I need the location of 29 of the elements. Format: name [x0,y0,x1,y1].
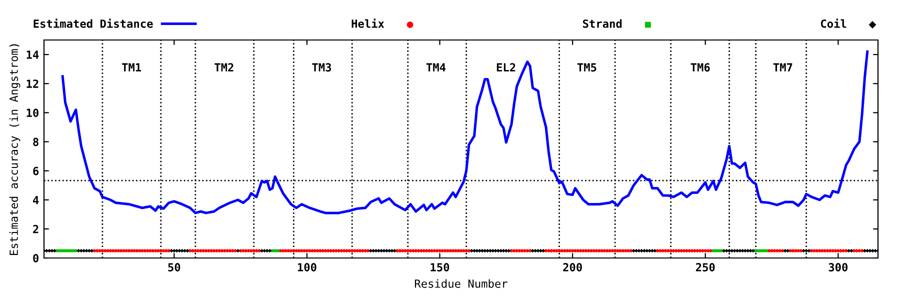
legend-label: Estimated Distance [34,18,153,28]
x-tick-label: 300 [828,263,848,272]
y-tick-label: 4 [33,196,39,204]
legend-label: Helix [352,18,384,28]
annotation: TM2 [214,63,234,72]
y-tick-label: 12 [26,80,38,88]
x-tick-label: 250 [696,263,715,272]
y-tick-label: 14 [26,50,39,59]
x-tick-label: 100 [298,263,316,272]
line-series [61,50,869,214]
y-tick-label: 6 [33,166,39,176]
y-tick-label: 0 [33,254,38,262]
annotation: EL2 [496,63,516,72]
x-tick-label: 150 [430,263,450,272]
y-tick-label: 2 [33,224,38,234]
legend-label: Strand [582,19,622,28]
x-tick-label: 50 [168,263,180,272]
y-tick-label: 8 [33,138,38,146]
x-axis-title: Residue Number [414,279,508,288]
annotation: TM6 [690,63,710,72]
legend-label: Coil [820,18,846,28]
annotation: TM4 [426,63,446,72]
annotation: TM1 [122,63,142,72]
y-axis-title: Estimated accuracy (in Angstrom) [9,44,20,255]
annotation: TM7 [773,63,792,72]
x-tick-label: 200 [563,263,582,272]
annotation: TM5 [577,63,596,72]
annotation: TM3 [312,63,332,72]
y-tick-label: 10 [26,108,38,118]
